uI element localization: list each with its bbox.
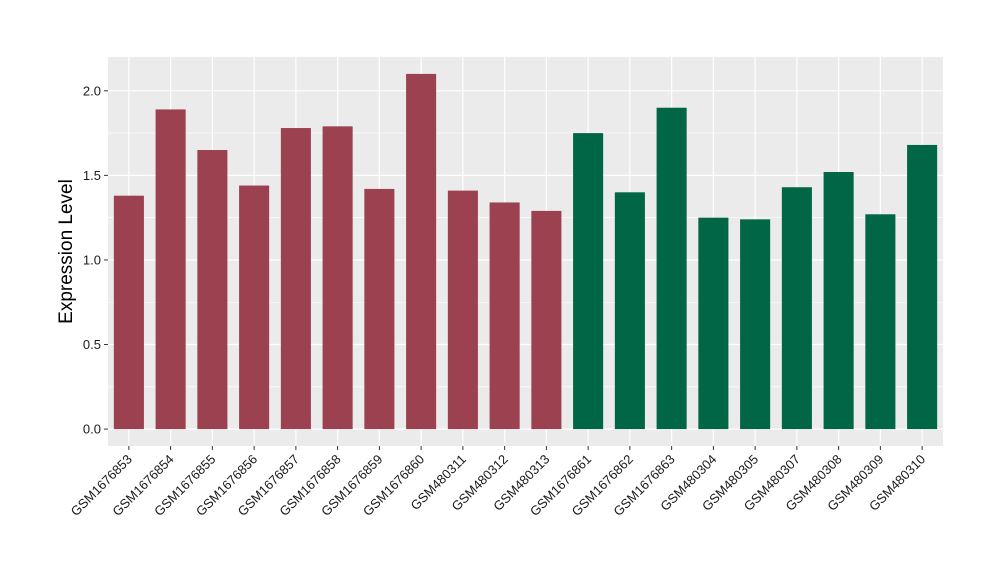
bar-GSM480308 (823, 172, 854, 430)
bars (113, 73, 938, 430)
y-axis-title: Expression Level (56, 179, 77, 324)
bar-GSM1676861 (573, 133, 604, 430)
bar-GSM480311 (447, 190, 478, 430)
bar-GSM1676855 (197, 150, 228, 430)
bar-GSM480304 (698, 217, 729, 430)
y-axis: 0.0 0.5 1.0 1.5 2.0 (83, 83, 108, 437)
y-tick-label: 2.0 (83, 83, 101, 98)
bar-GSM1676860 (406, 73, 437, 430)
bar-GSM1676863 (656, 107, 687, 430)
bar-GSM1676862 (614, 192, 645, 430)
bar-GSM480305 (740, 219, 771, 430)
bar-GSM480310 (907, 144, 938, 430)
y-tick-label: 0.0 (83, 422, 101, 437)
y-tick-label: 1.0 (83, 252, 101, 267)
bar-GSM1676858 (322, 126, 353, 430)
y-tick-label: 1.5 (83, 168, 101, 183)
y-tick-label: 0.5 (83, 337, 101, 352)
bar-GSM1676857 (280, 128, 311, 430)
bar-GSM1676854 (155, 109, 186, 430)
bar-GSM480312 (489, 202, 520, 430)
bar-GSM480307 (781, 187, 812, 430)
bar-GSM480309 (865, 214, 896, 430)
x-axis: GSM1676853GSM1676854GSM1676855GSM1676856… (68, 446, 928, 519)
bar-GSM480313 (531, 210, 562, 430)
bar-GSM1676859 (364, 188, 395, 430)
bar-GSM1676853 (113, 195, 144, 430)
bar-GSM1676856 (239, 185, 270, 430)
plot-panel (108, 57, 943, 446)
